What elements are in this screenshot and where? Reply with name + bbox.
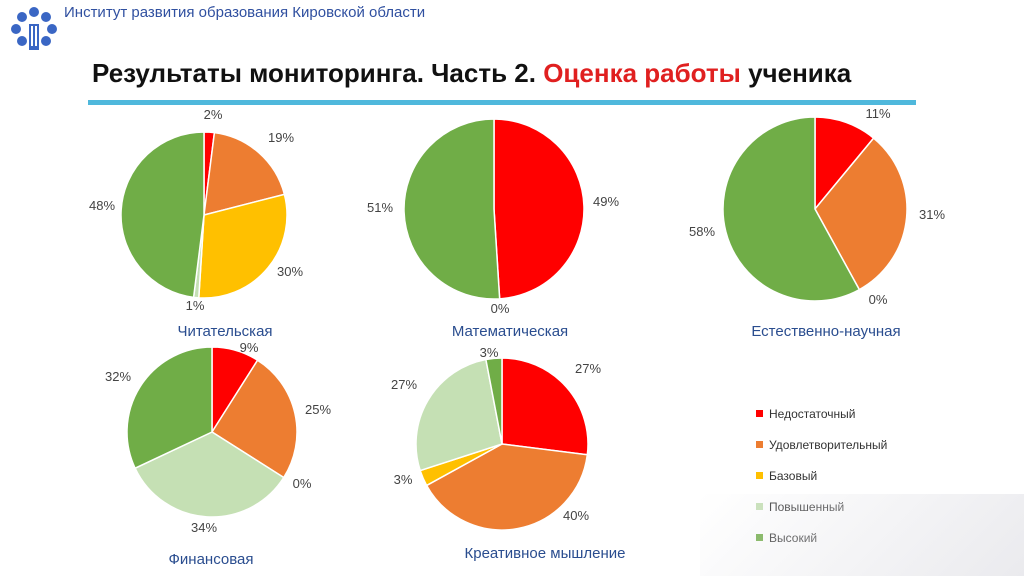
chart-category-label: Креативное мышление xyxy=(464,545,625,562)
chart-category-label: Естественно-научная xyxy=(751,323,900,340)
data-label: 3% xyxy=(394,472,413,487)
legend-swatch xyxy=(756,410,763,417)
data-label: 3% xyxy=(480,345,499,360)
decorative-shade xyxy=(700,494,1024,576)
title-part-2: ученика xyxy=(748,58,852,88)
data-label: 0% xyxy=(293,476,312,491)
legend-item: Удовлетворительный xyxy=(756,429,887,460)
data-label: 27% xyxy=(575,361,601,376)
data-label: 2% xyxy=(204,107,223,122)
legend-item: Базовый xyxy=(756,460,887,491)
pie-slice xyxy=(493,118,585,300)
data-label: 25% xyxy=(305,402,331,417)
chart-category-label: Математическая xyxy=(452,323,568,340)
pie-slice xyxy=(814,137,908,291)
pie-slice xyxy=(415,358,503,472)
organization-name: Институт развития образования Кировской … xyxy=(64,4,426,21)
data-label: 31% xyxy=(919,207,945,222)
data-label: 19% xyxy=(268,130,294,145)
pie-slice xyxy=(134,431,285,518)
data-label: 11% xyxy=(865,106,890,121)
institute-logo-icon xyxy=(11,7,57,50)
page-title: Результаты мониторинга. Часть 2. Оценка … xyxy=(92,58,851,89)
pie-slice xyxy=(403,118,501,300)
data-label: 51% xyxy=(367,200,393,215)
legend-label: Недостаточный xyxy=(769,406,856,421)
data-label: 34% xyxy=(191,520,217,535)
title-divider xyxy=(88,100,916,105)
data-label: 48% xyxy=(89,198,115,213)
pie-slice xyxy=(203,131,286,217)
pie-chart-1: 2% 19% 30% 1% 48% Читательская xyxy=(89,107,303,340)
legend-label: Базовый xyxy=(769,468,818,483)
pie-slice xyxy=(425,443,589,531)
data-label: 32% xyxy=(105,369,131,384)
data-label: 0% xyxy=(491,301,510,316)
pie-slice xyxy=(126,346,213,470)
legend-swatch xyxy=(756,441,763,448)
title-accent: Оценка работы xyxy=(543,58,741,88)
data-label: 58% xyxy=(689,224,715,239)
data-label: 27% xyxy=(391,377,417,392)
data-label: 49% xyxy=(593,194,619,209)
pie-slice xyxy=(120,131,205,299)
pie-chart-2: 49% 0% 51% Математическая xyxy=(367,118,619,340)
pie-slice xyxy=(197,193,288,299)
pie-chart-3: 11% 31% 0% 58% Естественно-научная xyxy=(689,106,945,340)
pie-chart-5: 27% 40% 3% 27% 3% Креативное мышление xyxy=(391,345,626,562)
data-label: 9% xyxy=(240,340,259,355)
legend-item: Недостаточный xyxy=(756,398,887,429)
title-part-1: Результаты мониторинга. Часть 2. xyxy=(92,58,536,88)
chart-category-label: Финансовая xyxy=(169,551,254,568)
data-label: 0% xyxy=(869,292,888,307)
pie-slice xyxy=(501,357,589,456)
data-label: 40% xyxy=(563,508,589,523)
chart-category-label: Читательская xyxy=(177,323,272,340)
pie-chart-4: 9% 25% 0% 34% 32% Финансовая xyxy=(105,340,331,568)
pie-slice xyxy=(485,357,503,445)
legend-swatch xyxy=(756,472,763,479)
pie-slice xyxy=(210,359,298,479)
data-label: 30% xyxy=(277,264,303,279)
legend-label: Удовлетворительный xyxy=(769,437,888,452)
pie-slice xyxy=(722,116,861,302)
data-label: 1% xyxy=(186,298,205,313)
